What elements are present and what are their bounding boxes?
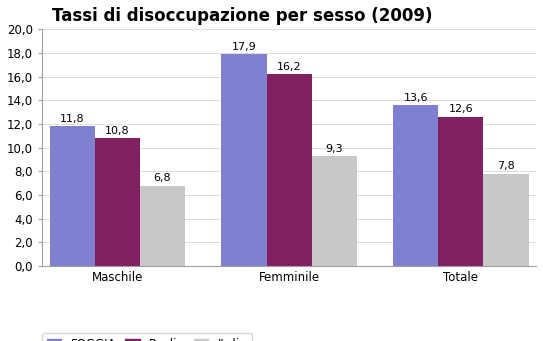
Text: 6,8: 6,8	[154, 173, 171, 183]
Text: 10,8: 10,8	[105, 126, 130, 136]
Text: 11,8: 11,8	[60, 114, 85, 124]
Bar	[140, 186, 185, 266]
Bar	[312, 156, 357, 266]
Text: 12,6: 12,6	[449, 104, 473, 115]
Bar	[267, 74, 312, 266]
Text: 16,2: 16,2	[277, 62, 301, 72]
Text: 13,6: 13,6	[403, 93, 428, 103]
Bar	[393, 105, 438, 266]
Bar	[222, 54, 267, 266]
Bar	[49, 126, 94, 266]
Text: 17,9: 17,9	[232, 42, 256, 52]
Text: Tassi di disoccupazione per sesso (2009): Tassi di disoccupazione per sesso (2009)	[52, 7, 432, 25]
Text: 7,8: 7,8	[497, 161, 515, 171]
Bar	[438, 117, 483, 266]
Bar	[483, 174, 528, 266]
Bar	[94, 138, 140, 266]
Legend: FOGGIA, Puglia, Italia: FOGGIA, Puglia, Italia	[42, 333, 252, 341]
Text: 9,3: 9,3	[325, 144, 343, 153]
